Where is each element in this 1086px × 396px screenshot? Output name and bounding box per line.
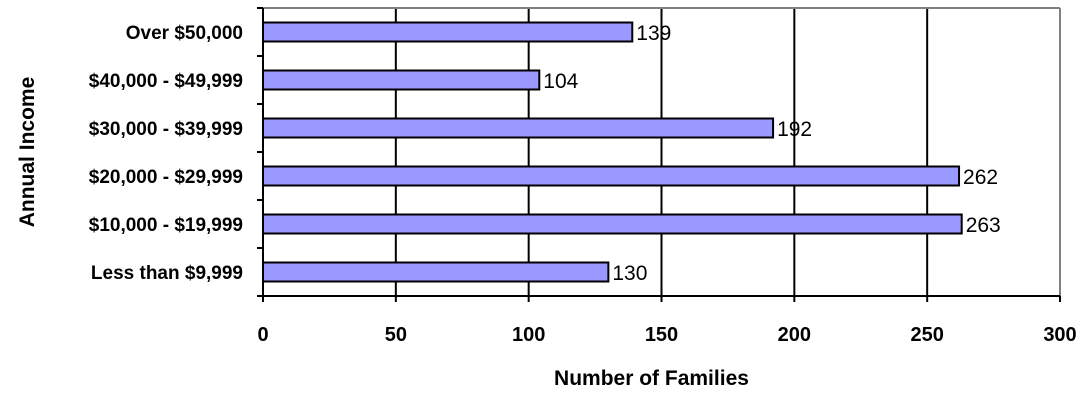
x-tick-label: 250 [910,324,943,346]
bar-data-label: 192 [777,118,812,141]
labels-layer: 130 Less than $9,999 263 $10,000 - $19,999 2… [89,22,1077,346]
bar-data-label: 130 [612,262,647,285]
y-tick-label: $30,000 - $39,999 [89,119,243,140]
bar [262,69,541,91]
bars-layer [262,21,963,283]
x-tick-label: 150 [645,324,678,346]
x-axis-title: Number of Families [554,367,749,390]
y-tick-label: $40,000 - $49,999 [89,71,243,92]
bar [262,213,963,235]
x-tick-label: 50 [385,324,407,346]
x-tick-label: 0 [257,324,268,346]
bar-data-label: 262 [963,166,998,189]
bar [262,117,775,139]
bar [262,261,610,283]
bar-data-label: 104 [543,70,578,93]
bar [262,165,961,187]
grid-layer [394,8,929,296]
bar-data-label: 263 [966,214,1001,237]
x-tick-label: 300 [1043,324,1076,346]
y-tick-label: Over $50,000 [126,23,243,44]
x-tick-label: 200 [778,324,811,346]
bar-data-label: 139 [636,22,671,45]
x-tick-label: 100 [512,324,545,346]
y-axis-title: Annual Income [16,77,39,228]
axes-layer [257,7,1061,302]
y-tick-label: $10,000 - $19,999 [89,215,243,236]
y-tick-label: $20,000 - $29,999 [89,167,243,188]
bar [262,21,634,43]
y-tick-label: Less than $9,999 [91,263,243,284]
